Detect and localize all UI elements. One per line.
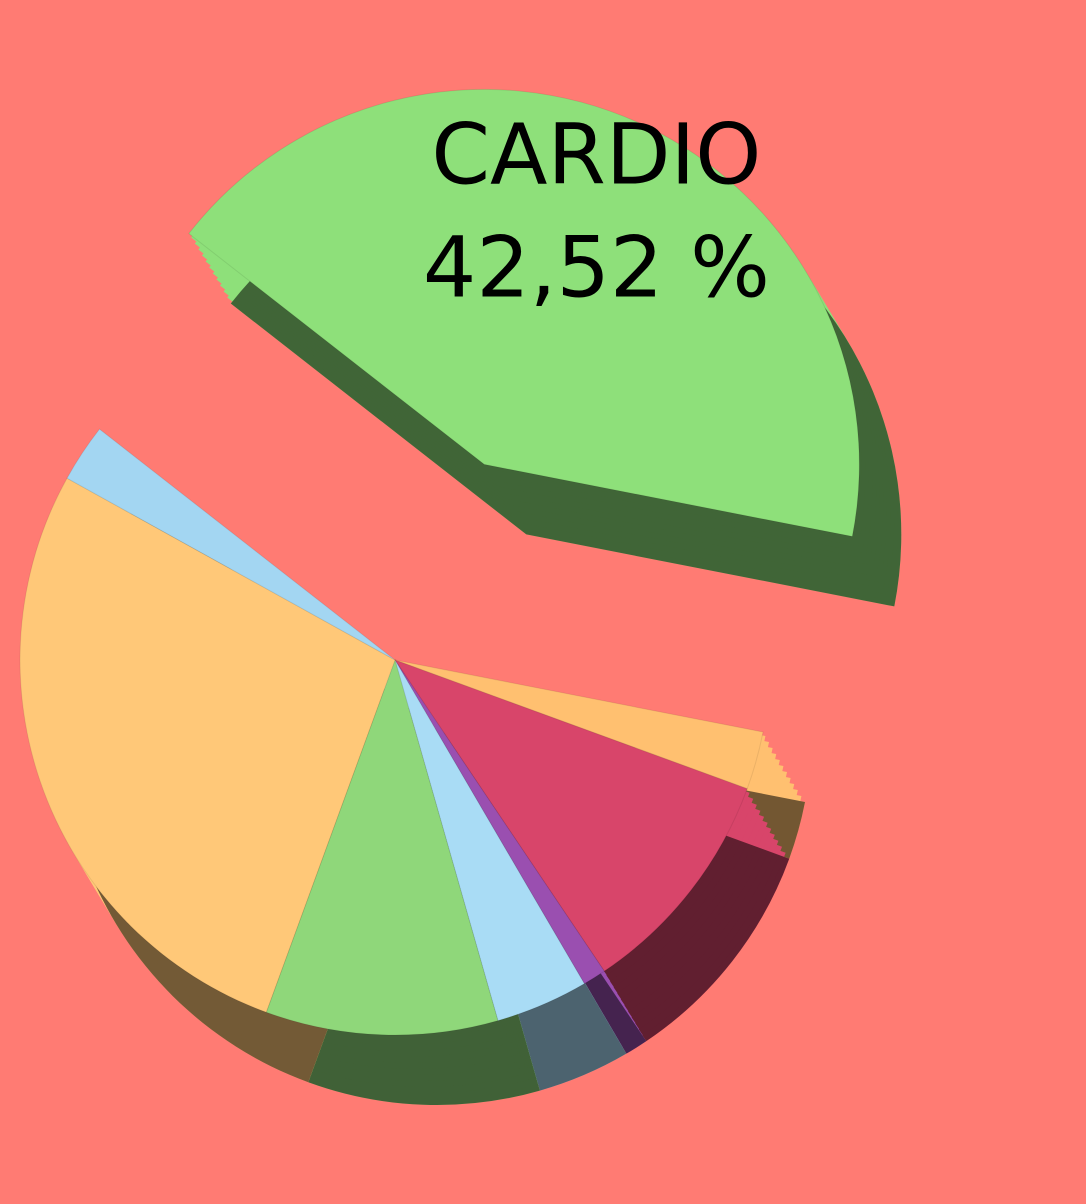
slice-label: CARDIO <box>431 106 761 204</box>
chart: CARDIO 42,52 % <box>0 0 1086 1204</box>
page: CARDIO42,52 % (() => { const data = JSON… <box>0 0 1086 1204</box>
value-label: 42,52 % <box>423 219 770 317</box>
